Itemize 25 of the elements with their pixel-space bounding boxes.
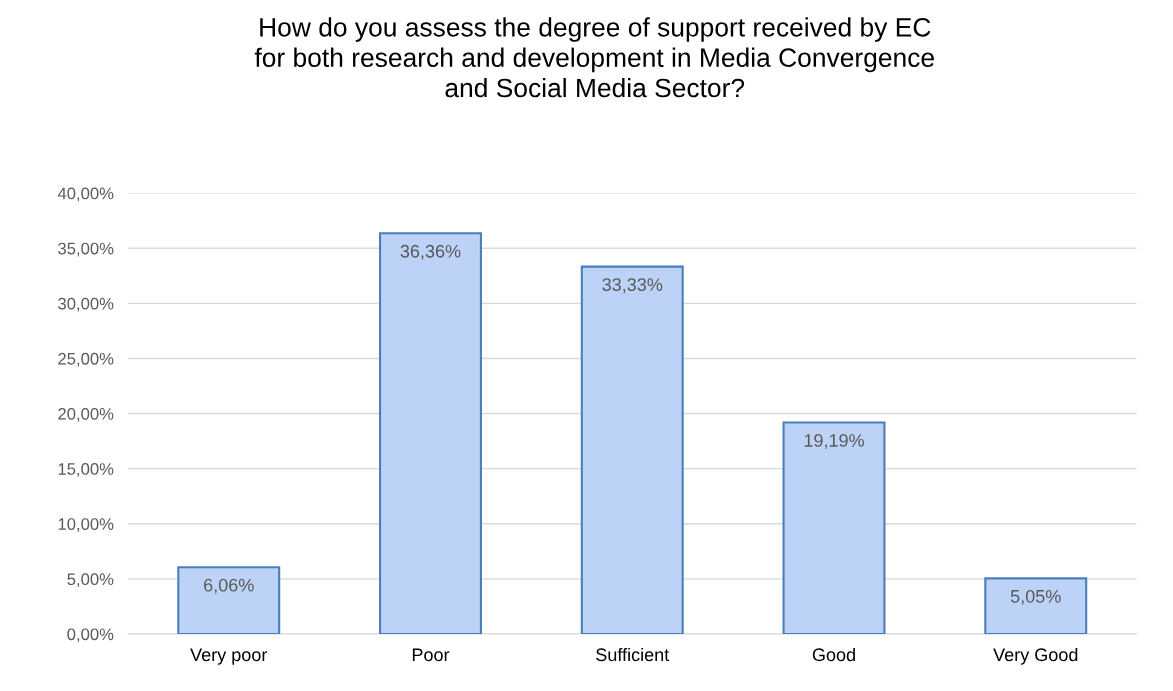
data-label: 33,33%	[602, 278, 663, 294]
y-tick-label: 30,00%	[58, 297, 114, 312]
y-tick-label: 10,00%	[58, 518, 114, 532]
y-tick-label: 20,00%	[58, 407, 114, 422]
x-tick-label: Good	[812, 647, 855, 662]
data-label: 5,05%	[1010, 589, 1061, 605]
bar	[984, 577, 1088, 634]
y-tick-label: 0,00%	[67, 628, 114, 643]
x-tick-label: Very Good	[993, 647, 1078, 665]
bar	[177, 566, 281, 634]
y-tick-label: 5,00%	[67, 573, 114, 588]
chart-title: How do you assess the degree of support received by EC for both research and development in Media Convergence and Social Media Sector?	[254, 17, 934, 98]
x-tick-label: Very poor	[190, 648, 268, 665]
y-tick-label: 25,00%	[58, 352, 114, 367]
bar	[379, 232, 482, 634]
bar	[580, 265, 684, 634]
y-tick-label: 35,00%	[58, 242, 114, 257]
data-label: 6,06%	[204, 578, 254, 594]
data-label: 36,36%	[400, 244, 461, 260]
y-tick-label: 40,00%	[57, 187, 114, 202]
bar	[782, 421, 886, 634]
x-tick-label: Poor	[412, 648, 450, 662]
data-label: 19,19%	[804, 434, 864, 449]
y-tick-label: 15,00%	[58, 463, 114, 477]
x-tick-label: Sufficient	[596, 647, 670, 662]
